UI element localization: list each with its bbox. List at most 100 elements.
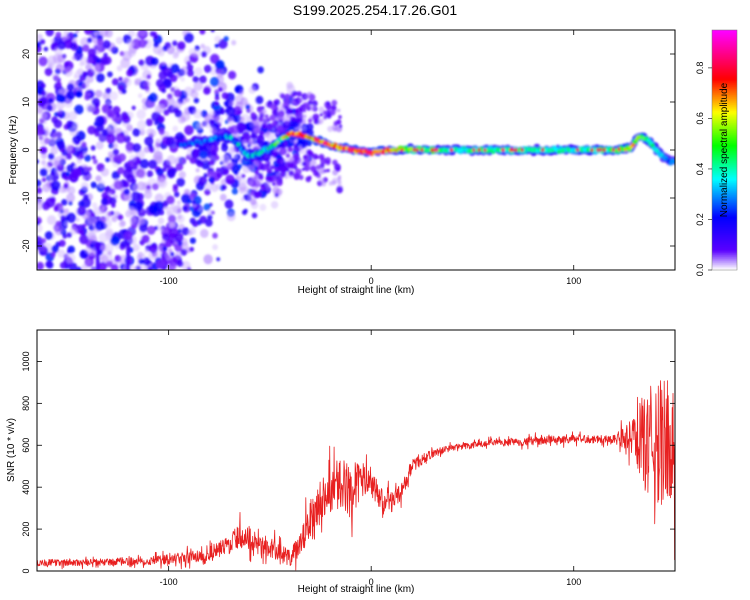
spectrogram-blob bbox=[38, 56, 48, 67]
colorbar-cell bbox=[712, 106, 737, 109]
colorbar-tick-label: 0.2 bbox=[695, 213, 705, 226]
spectrogram-blob bbox=[71, 55, 77, 61]
colorbar-cell bbox=[712, 96, 737, 99]
spectrogram-blob bbox=[162, 246, 168, 252]
spectrogram-blob bbox=[180, 248, 188, 256]
spectrogram-blob bbox=[37, 221, 40, 226]
spectrogram-blob bbox=[200, 18, 207, 26]
spectrogram-blob bbox=[341, 146, 345, 150]
spectrogram-blob bbox=[37, 179, 42, 187]
colorbar-cell bbox=[712, 242, 737, 245]
spectrogram-blob bbox=[186, 69, 195, 77]
spectrogram-blob bbox=[241, 146, 246, 152]
spectrogram-blob bbox=[52, 53, 63, 64]
spectrogram-blob bbox=[172, 51, 180, 59]
colorbar-cell bbox=[712, 134, 737, 137]
colorbar-cell bbox=[712, 164, 737, 167]
spectrogram-blob bbox=[304, 102, 310, 109]
spectrogram-blob bbox=[94, 220, 105, 231]
spectrogram-blob bbox=[132, 128, 141, 137]
colorbar-cell bbox=[712, 136, 737, 139]
spectrogram-blob bbox=[214, 35, 222, 43]
snr-panel: -100 0 100 0 200 400 600 800 1000 Height of str… bbox=[6, 329, 676, 595]
colorbar-frame bbox=[711, 29, 738, 271]
spectrogram-blob bbox=[276, 125, 284, 133]
colorbar-cell bbox=[712, 102, 737, 105]
spectrogram-blob bbox=[61, 199, 68, 206]
spectrogram-blob bbox=[212, 244, 219, 251]
spectrogram-blob bbox=[198, 176, 208, 186]
colorbar-cell bbox=[712, 124, 737, 127]
colorbar-cell bbox=[712, 108, 737, 111]
spectrogram-blob bbox=[337, 108, 341, 113]
colorbar-cell bbox=[712, 128, 737, 131]
spectrogram-blob bbox=[184, 125, 194, 136]
spectrogram-blob bbox=[242, 164, 251, 174]
colorbar-cell bbox=[712, 56, 737, 59]
spectrogram-blob bbox=[338, 115, 342, 119]
spectrogram-blob bbox=[57, 249, 66, 258]
spectrogram-blob bbox=[305, 94, 310, 100]
spectrogram-blob bbox=[182, 31, 187, 36]
spectrogram-blob bbox=[77, 206, 87, 216]
spectrogram-blob bbox=[207, 209, 214, 216]
colorbar-cell bbox=[712, 210, 737, 213]
spectrogram-blob bbox=[180, 116, 186, 123]
spectrogram-blob bbox=[116, 113, 121, 118]
colorbar-cell bbox=[712, 148, 737, 151]
spectrogram-blob bbox=[276, 158, 282, 164]
spectrogram-blob bbox=[300, 118, 307, 125]
spectrogram-blob bbox=[50, 180, 61, 191]
spectrogram-blob bbox=[80, 56, 89, 66]
colorbar-tick-label: 0.4 bbox=[695, 163, 705, 176]
colorbar-cell bbox=[712, 150, 737, 153]
spectrogram-blob bbox=[243, 208, 248, 213]
spectrogram-blob bbox=[251, 174, 257, 181]
colorbar-cell bbox=[712, 230, 737, 233]
colorbar-cell bbox=[712, 264, 737, 267]
spectrogram-blob bbox=[231, 40, 237, 46]
spectrogram-blob bbox=[63, 98, 73, 108]
spectrogram-blob bbox=[74, 104, 84, 115]
spectrogram-blob bbox=[82, 71, 87, 77]
spectrogram-blob bbox=[312, 113, 320, 121]
spectrogram-blob bbox=[216, 172, 223, 178]
spectrogram-x-tick-label: 0 bbox=[369, 276, 374, 286]
spectrogram-blob bbox=[44, 67, 53, 77]
spectrogram-blob bbox=[332, 127, 337, 132]
spectrogram-blob bbox=[101, 129, 109, 137]
snr-frame bbox=[36, 329, 676, 572]
spectrogram-blob bbox=[159, 226, 165, 232]
spectrogram-blob bbox=[123, 181, 130, 188]
spectrogram-blob bbox=[286, 84, 296, 94]
colorbar-cell bbox=[712, 142, 737, 145]
spectrogram-blob bbox=[177, 228, 182, 234]
spectrogram-blob bbox=[120, 240, 127, 248]
spectrogram-blob bbox=[314, 138, 318, 142]
spectrogram-blob bbox=[65, 171, 70, 177]
spectrogram-blob bbox=[104, 215, 110, 222]
spectrogram-blob bbox=[322, 115, 328, 121]
spectrogram-blob bbox=[85, 63, 92, 71]
spectrogram-blob bbox=[92, 159, 98, 165]
colorbar-cell bbox=[712, 64, 737, 67]
spectrogram-blob bbox=[511, 148, 515, 152]
spectrogram-blob bbox=[236, 121, 246, 132]
spectrogram-blob bbox=[177, 260, 184, 268]
spectrogram-blob bbox=[92, 55, 99, 61]
colorbar-gradient bbox=[712, 30, 737, 271]
spectrogram-blob bbox=[98, 232, 109, 243]
spectrogram-blob bbox=[63, 183, 69, 189]
spectrogram-blob bbox=[103, 52, 108, 58]
colorbar-cell bbox=[712, 220, 737, 223]
spectrogram-blob bbox=[56, 81, 62, 87]
spectrogram-blob bbox=[165, 96, 175, 107]
colorbar-cell bbox=[712, 238, 737, 241]
colorbar-cell bbox=[712, 92, 737, 95]
colorbar-cell bbox=[712, 46, 737, 49]
spectrogram-blob bbox=[125, 144, 135, 154]
spectrogram-blob bbox=[191, 200, 196, 205]
spectrogram-blob bbox=[241, 173, 246, 179]
spectrogram-blob bbox=[48, 97, 54, 104]
spectrogram-blob bbox=[472, 148, 476, 152]
